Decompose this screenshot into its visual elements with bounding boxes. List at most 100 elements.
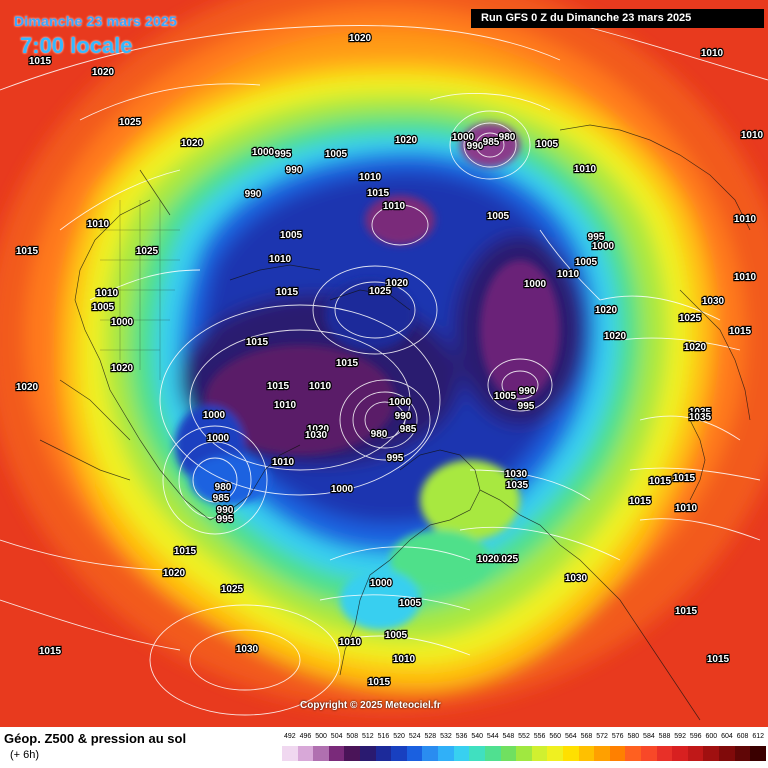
isobar-pressure-label: 1030 <box>565 573 588 584</box>
isobar-pressure-label: 1005 <box>575 257 598 268</box>
color-scale-swatch <box>516 746 532 761</box>
isobar-pressure-label: 1010 <box>87 219 110 230</box>
color-scale-label: 532 <box>440 733 452 740</box>
color-scale-label: 512 <box>362 733 374 740</box>
color-scale-label: 572 <box>596 733 608 740</box>
forecast-lead-time: (+ 6h) <box>10 749 40 761</box>
color-scale-label: 604 <box>721 733 733 740</box>
isobar-pressure-label: 990 <box>395 411 412 422</box>
color-scale-label: 508 <box>346 733 359 740</box>
isobar-pressure-label: 1010 <box>734 272 757 283</box>
isobar-pressure-label: 1020 <box>477 554 500 565</box>
color-scale-swatch <box>703 746 720 761</box>
isobar-pressure-label: 990 <box>467 141 484 152</box>
color-scale-swatch <box>438 746 454 761</box>
isobar-pressure-label: 1025 <box>369 286 392 297</box>
isobar-pressure-label: 1030 <box>305 430 328 441</box>
isobar-pressure-label: 990 <box>286 165 303 176</box>
isobar-pressure-label: 1020 <box>595 305 618 316</box>
color-scale-labels: 492 496 500 504 508 512 516 520 524 528 532 536 540 5… <box>282 733 766 745</box>
color-scale-swatch <box>469 746 485 761</box>
isobar-pressure-label: 1010 <box>274 400 297 411</box>
isobar-pressure-label: 1015 <box>649 476 672 487</box>
isobar-pressure-label: 1010 <box>734 214 757 225</box>
isobar-pressure-label: 995 <box>275 149 292 160</box>
isobar-pressure-label: 1035 <box>689 412 712 423</box>
isobar-pressure-label: 1035 <box>689 407 712 418</box>
color-scale-label: 564 <box>564 733 577 740</box>
color-scale-swatch <box>484 746 501 761</box>
isobar-pressure-label: 1005 <box>385 630 408 641</box>
isobar-pressure-label: 1000 <box>203 410 226 421</box>
isobar-pressure-label: 985 <box>483 137 500 148</box>
color-scale-swatch <box>719 746 735 761</box>
isobar-pressure-label: 1020 <box>111 363 134 374</box>
isobar-pressure-label: 1020 <box>163 568 186 579</box>
isobar-pressure-label: 1025 <box>136 246 159 257</box>
isobar-pressure-label: 1015 <box>174 546 197 557</box>
parameter-title: Géop. Z500 & pression au sol <box>4 731 187 746</box>
color-scale-swatch <box>734 746 751 761</box>
legend-panel: Géop. Z500 & pression au sol (+ 6h) 492 4… <box>0 727 768 768</box>
color-scale-label: 536 <box>455 733 468 740</box>
isobar-pressure-label: 1005 <box>92 302 115 313</box>
color-scale-label: 500 <box>315 733 327 740</box>
isobar-pressure-label: 1020 <box>181 138 204 149</box>
isobar-pressure-label: 990 <box>217 505 234 516</box>
color-scale-swatch <box>547 746 563 761</box>
isobar-pressure-label: 980 <box>499 132 516 143</box>
color-scale-label: 552 <box>518 733 530 740</box>
color-scale-label: 592 <box>674 733 686 740</box>
isobar-pressure-label: 1020 <box>386 278 409 289</box>
isobar-pressure-label: 1030 <box>505 469 528 480</box>
color-scale-label: 492 <box>283 733 296 740</box>
color-scale-swatch <box>578 746 595 761</box>
color-scale-label: 576 <box>611 733 624 740</box>
color-scale-label: 568 <box>580 733 593 740</box>
color-scale-label: 588 <box>658 733 671 740</box>
isobar-pressure-label: 1015 <box>336 358 359 369</box>
isobar-pressure-label: 1025 <box>679 313 702 324</box>
color-scale-swatch <box>656 746 673 761</box>
isobar-pressure-label: 1020 <box>92 67 115 78</box>
isobar-pressure-label: 1035 <box>506 480 529 491</box>
isobar-pressure-label: 1010 <box>557 269 580 280</box>
isobar-pressure-label: 1010 <box>96 288 119 299</box>
color-scale-swatch <box>313 746 329 761</box>
color-scale-label: 524 <box>408 733 421 740</box>
isobar-pressure-label: 1015 <box>367 188 390 199</box>
isobar-pressure-label: 1000 <box>111 317 134 328</box>
isobar-pressure-label: 1000 <box>524 279 547 290</box>
isobar-pressure-label: 995 <box>518 401 535 412</box>
isobar-pressure-label: 1010 <box>339 637 362 648</box>
isobar-pressure-label: 1010 <box>701 48 724 59</box>
isobar-pressure-label: 1025 <box>496 554 519 565</box>
color-scale-label: 544 <box>486 733 499 740</box>
isobar-pressure-label: 990 <box>245 189 262 200</box>
color-scale-swatch <box>328 746 345 761</box>
copyright-notice: Copyright © 2025 Meteociel.fr <box>300 700 441 711</box>
color-scale-bar <box>282 746 766 761</box>
color-scale-label: 556 <box>533 733 546 740</box>
isobar-pressure-label: 1010 <box>675 503 698 514</box>
isobar-pressure-label: 1025 <box>119 117 142 128</box>
isobar-pressure-label: 1015 <box>39 646 62 657</box>
color-scale-swatch <box>360 746 376 761</box>
isobar-pressure-label: 1010 <box>574 164 597 175</box>
isobar-pressure-label: 1005 <box>325 149 348 160</box>
isobar-pressure-label: 1005 <box>487 211 510 222</box>
color-scale-swatch <box>422 746 439 761</box>
color-scale-swatch <box>344 746 361 761</box>
color-scale-label: 548 <box>502 733 515 740</box>
color-scale-label: 516 <box>377 733 390 740</box>
isobar-pressure-label: 1010 <box>393 654 416 665</box>
isobar-pressure-label: 995 <box>387 453 404 464</box>
isobar-pressure-label: 1000 <box>207 433 230 444</box>
isobar-pressure-label: 980 <box>371 429 388 440</box>
color-scale-label: 608 <box>736 733 749 740</box>
isobar-pressure-label: 1015 <box>673 473 696 484</box>
isobar-pressure-label: 1020 <box>395 135 418 146</box>
forecast-time: 7:00 locale <box>20 33 133 58</box>
isobar-pressure-label: 1020 <box>16 382 39 393</box>
